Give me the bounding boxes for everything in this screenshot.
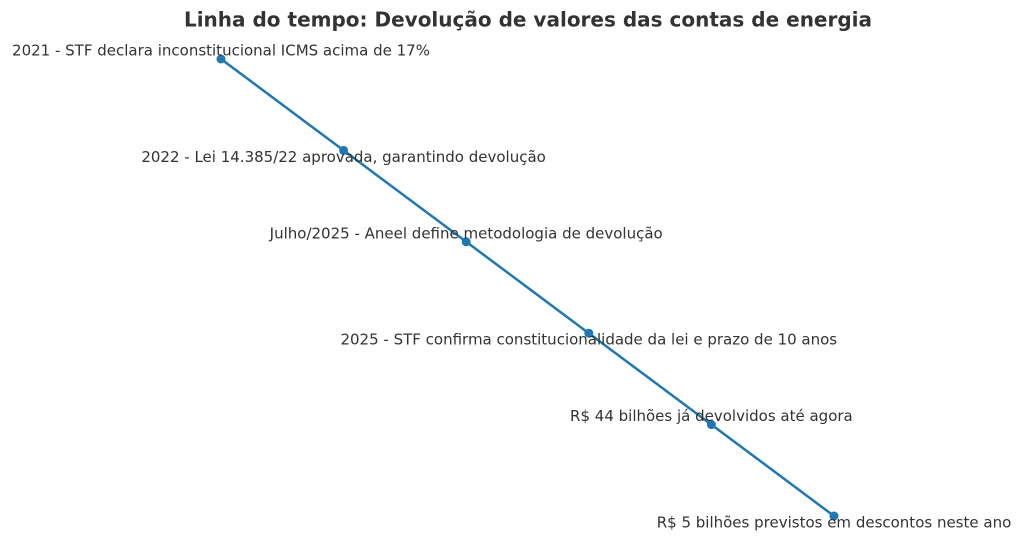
chart-title: Linha do tempo: Devolução de valores das… [184, 8, 872, 32]
line [220, 57, 835, 518]
point [461, 237, 471, 247]
annotation: 2021 - STF declara inconstitucional ICMS… [12, 42, 430, 60]
point [216, 54, 226, 64]
point [584, 328, 594, 338]
annotation: 2025 - STF confirma constitucionalidade … [340, 331, 837, 349]
annotation: R$ 44 bilhões já devolvidos até agora [570, 407, 853, 425]
point [706, 420, 716, 430]
annotation: 2022 - Lei 14.385/22 aprovada, garantind… [141, 148, 546, 166]
point [829, 511, 839, 521]
annotation: R$ 5 bilhões previstos em descontos nest… [657, 514, 1012, 532]
point [339, 145, 349, 155]
annotation: Julho/2025 - Aneel define metodologia de… [269, 224, 663, 242]
